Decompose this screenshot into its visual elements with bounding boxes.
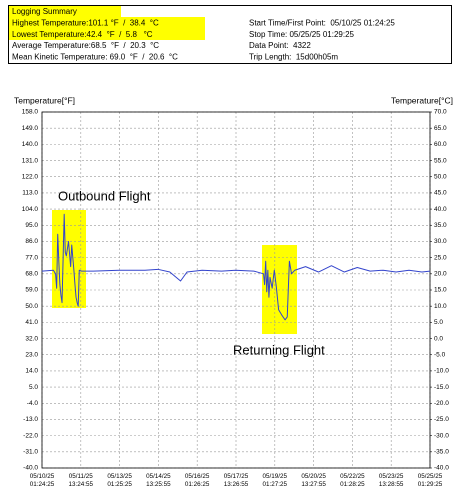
y-tick-label: 14.0	[25, 368, 38, 375]
x-tick-label: 05/19/25 01:27:25	[262, 473, 288, 488]
y-tick-label: 140.0	[22, 141, 39, 148]
y2-tick-label: 65.0	[434, 125, 447, 132]
y2-tick-label: 35.0	[434, 222, 447, 229]
y-tick-label: 113.0	[22, 190, 38, 197]
y2-tick-label: 0.0	[434, 335, 443, 342]
y2-tick-label: 45.0	[434, 190, 447, 197]
plot-frame	[41, 111, 431, 469]
y2-tick-label: 40.0	[434, 206, 447, 213]
y-tick-label: 68.0	[25, 271, 38, 278]
y2-tick-label: 25.0	[434, 254, 447, 261]
y-tick-label: 32.0	[25, 335, 38, 342]
y-tick-label: 122.0	[22, 173, 39, 180]
y-tick-label: 77.0	[25, 254, 38, 261]
x-tick-label: 05/14/25 13:25:55	[146, 473, 171, 488]
summary-box	[8, 5, 452, 64]
summary-highlight	[9, 17, 205, 40]
y2-tick-label: 5.0	[434, 319, 443, 326]
y2-tick-label: 70.0	[434, 109, 447, 116]
summary-item: Mean Kinetic Temperature: 69.0 °F / 20.6…	[12, 53, 178, 62]
y2-tick-label: 20.0	[434, 271, 447, 278]
y-tick-label: 59.0	[25, 287, 38, 294]
annotation: Outbound Flight	[58, 188, 151, 203]
y2-tick-label: -15.0	[434, 384, 449, 391]
x-tick-label: 05/23/25 13:28:55	[378, 473, 404, 488]
annotation: Returning Flight	[233, 342, 325, 357]
summary-item: Start Time/First Point: 05/10/25 01:24:2…	[249, 19, 395, 28]
x-tick-label: 05/22/25 01:28:25	[340, 473, 365, 488]
y-tick-label: 149.0	[22, 125, 39, 132]
summary-item: Trip Length: 15d00h05m	[249, 53, 338, 62]
y2-tick-label: -40.0	[434, 465, 449, 472]
summary-item: Stop Time: 05/25/25 01:29:25	[249, 30, 355, 39]
y-tick-label: -13.0	[23, 416, 38, 423]
y-tick-label: 104.0	[22, 206, 39, 213]
y2-tick-label: -10.0	[434, 368, 449, 375]
y-tick-label: 5.0	[29, 384, 38, 391]
summary-highlight	[9, 5, 121, 17]
y-tick-label: 131.0	[22, 157, 39, 164]
y2-tick-label: -20.0	[434, 400, 449, 407]
x-tick-label: 05/16/25 01:26:25	[184, 473, 210, 488]
y2-tick-label: 60.0	[434, 141, 447, 148]
summary-item: Lowest Temperature:42.4 °F / 5.8 °C	[12, 30, 153, 39]
flight-highlight	[262, 245, 297, 334]
x-tick-label: 05/25/25 01:29:25	[417, 473, 443, 488]
x-tick-label: 05/20/25 13:27:55	[301, 473, 326, 488]
y2-tick-label: 30.0	[434, 238, 447, 245]
summary-title: Logging Summary	[12, 7, 77, 16]
y-tick-label: 50.0	[25, 303, 38, 310]
y-tick-label: 95.0	[25, 222, 38, 229]
y-tick-label: 86.0	[25, 238, 38, 245]
summary-item: Highest Temperature:101.1 °F / 38.4 °C	[12, 19, 159, 28]
x-tick-label: 05/17/25 13:26:55	[223, 473, 249, 488]
y-tick-label: -4.0	[27, 400, 39, 407]
y2-tick-label: -35.0	[434, 449, 449, 456]
y2-tick-label: -30.0	[434, 432, 449, 439]
y-tick-label: 41.0	[25, 319, 38, 326]
y2-tick-label: 55.0	[434, 157, 447, 164]
y-tick-label: 23.0	[25, 351, 38, 358]
y-axis-title: Temperature[°F]	[14, 95, 75, 105]
y2-tick-label: -25.0	[434, 416, 449, 423]
summary-item: Average Temperature:68.5 °F / 20.3 °C	[12, 41, 159, 50]
line	[41, 213, 431, 321]
summary-item: Data Point: 4322	[249, 41, 311, 50]
y2-tick-label: -5.0	[434, 351, 446, 358]
y2-tick-label: 10.0	[434, 303, 447, 310]
y-tick-label: 158.0	[22, 109, 39, 116]
y2-tick-label: 50.0	[434, 173, 447, 180]
y-tick-label: -40.0	[23, 465, 38, 472]
y-tick-label: -31.0	[23, 449, 38, 456]
x-tick-label: 05/10/25 01:24:25	[29, 473, 55, 488]
x-tick-label: 05/11/25 13:24:55	[68, 473, 94, 488]
y-tick-label: -22.0	[23, 432, 38, 439]
y2-tick-label: 15.0	[434, 287, 447, 294]
y2-axis-title: Temperature[°C]	[391, 95, 453, 105]
x-tick-label: 05/13/25 01:25:25	[107, 473, 132, 488]
